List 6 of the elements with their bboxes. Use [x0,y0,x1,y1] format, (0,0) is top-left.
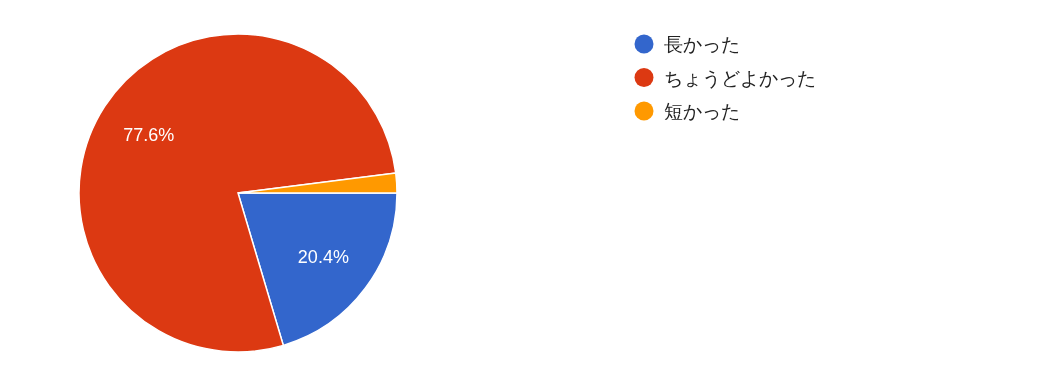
legend-label: 短かった [664,100,740,122]
pie-slice [78,33,397,353]
data-label: 77.6% [123,124,175,145]
legend-label: ちょうどよかった [664,66,816,89]
legend-label: 長かった [664,33,740,55]
data-label: 20.4% [297,246,349,267]
